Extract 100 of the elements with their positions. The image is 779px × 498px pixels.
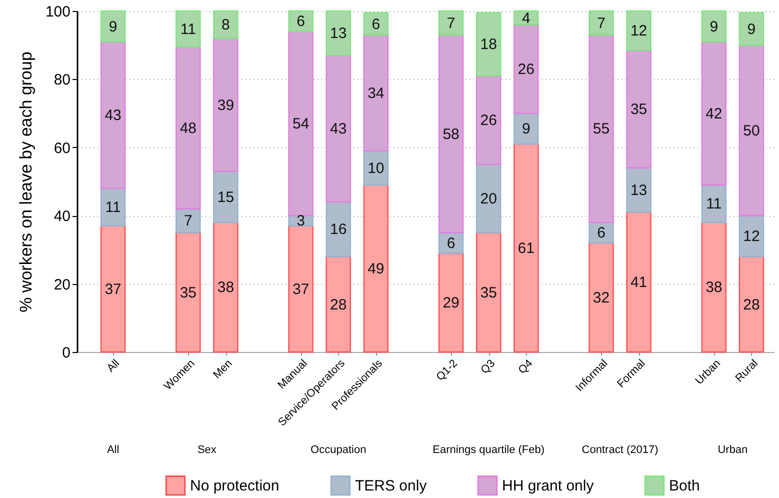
bar	[363, 34, 389, 152]
data-label: 26	[480, 112, 497, 130]
data-label: 8	[222, 16, 230, 34]
x-tick-label: Men	[211, 358, 235, 382]
data-label: 11	[105, 199, 121, 216]
data-label: 35	[180, 284, 197, 302]
data-label: 20	[480, 190, 497, 208]
data-label: 43	[330, 120, 347, 138]
bar	[701, 41, 727, 186]
bar	[438, 34, 464, 234]
data-label: 39	[217, 96, 234, 114]
data-label: 54	[292, 116, 310, 133]
data-label: 43	[104, 107, 122, 124]
text: Earnings quartile (Feb)	[432, 444, 545, 456]
bar	[100, 41, 126, 189]
legend-label: No protection	[190, 478, 280, 495]
data-label: 10	[368, 160, 384, 177]
y-tick-label: 20	[54, 276, 70, 294]
bar	[476, 232, 502, 353]
data-label: 9	[522, 120, 530, 138]
x-tick-label: Q4	[516, 358, 536, 376]
bar	[738, 215, 764, 258]
data-label: 15	[217, 188, 234, 206]
bar	[213, 222, 238, 353]
bar	[588, 242, 614, 353]
data-label: 6	[372, 16, 380, 33]
data-label: 9	[710, 18, 718, 36]
data-label: 18	[480, 36, 497, 54]
data-label: 38	[706, 279, 722, 296]
data-label: 6	[446, 234, 456, 252]
bar	[100, 225, 126, 353]
bar	[326, 10, 351, 56]
data-label: 32	[592, 289, 610, 306]
bar	[476, 75, 502, 166]
data-label: 29	[442, 294, 460, 312]
bar	[626, 10, 652, 51]
data-label: 16	[330, 221, 347, 238]
bar	[288, 10, 314, 32]
data-label: 9	[747, 20, 756, 38]
bar	[476, 12, 502, 76]
bar	[438, 252, 464, 353]
bar	[363, 184, 389, 353]
bar	[326, 201, 351, 258]
data-label: 28	[330, 296, 347, 314]
data-label: 7	[184, 212, 192, 230]
data-label: 41	[630, 274, 648, 292]
y-tick-label: 100	[45, 4, 70, 20]
bar	[176, 232, 201, 353]
y-tick-label: 40	[54, 208, 70, 226]
legend-label: Both	[669, 478, 700, 495]
data-label: 58	[442, 126, 460, 143]
x-tick-label: All	[104, 358, 122, 375]
data-label: 35	[480, 284, 497, 302]
bar	[738, 44, 764, 216]
bar	[626, 212, 652, 353]
bar	[514, 112, 539, 145]
data-label: 11	[706, 196, 722, 213]
y-tick-label: 0	[62, 344, 70, 362]
data-label: 28	[743, 296, 760, 314]
bar	[626, 167, 652, 213]
legend-label: HH grant only	[502, 478, 594, 495]
bar	[176, 46, 201, 210]
data-label: 55	[592, 120, 610, 138]
data-label: 38	[217, 279, 234, 296]
bar	[438, 10, 464, 36]
data-label: 13	[630, 182, 648, 200]
data-label: 49	[368, 260, 384, 278]
bar	[213, 170, 238, 224]
data-label: 61	[518, 240, 534, 257]
bar	[738, 12, 764, 46]
text: Sex	[197, 444, 217, 456]
data-label: 4	[522, 10, 530, 27]
data-label: 12	[630, 22, 648, 40]
bar	[100, 10, 126, 42]
bar	[288, 225, 314, 353]
bar	[176, 10, 201, 48]
bar	[326, 256, 351, 353]
data-label: 42	[706, 105, 722, 122]
data-label: 12	[743, 228, 760, 246]
data-label: 6	[296, 13, 305, 30]
text: All	[106, 444, 120, 456]
bar	[626, 50, 652, 168]
bar	[363, 12, 389, 36]
bar	[326, 54, 351, 203]
bar	[176, 208, 201, 234]
x-tick-label: Q3	[478, 358, 498, 376]
bar	[100, 188, 126, 226]
data-label: 50	[743, 122, 760, 140]
text: Urban	[718, 444, 748, 456]
data-label: 6	[597, 224, 606, 242]
legend-label: TERS only	[355, 478, 428, 495]
data-label: 7	[446, 14, 456, 32]
data-label: 48	[180, 120, 197, 137]
bar	[738, 256, 764, 353]
bar	[588, 10, 614, 36]
bar	[701, 184, 727, 224]
y-tick-label: 60	[54, 140, 70, 157]
y-tick-label: 80	[54, 72, 70, 89]
bar	[476, 164, 502, 234]
data-label: 7	[597, 14, 606, 32]
